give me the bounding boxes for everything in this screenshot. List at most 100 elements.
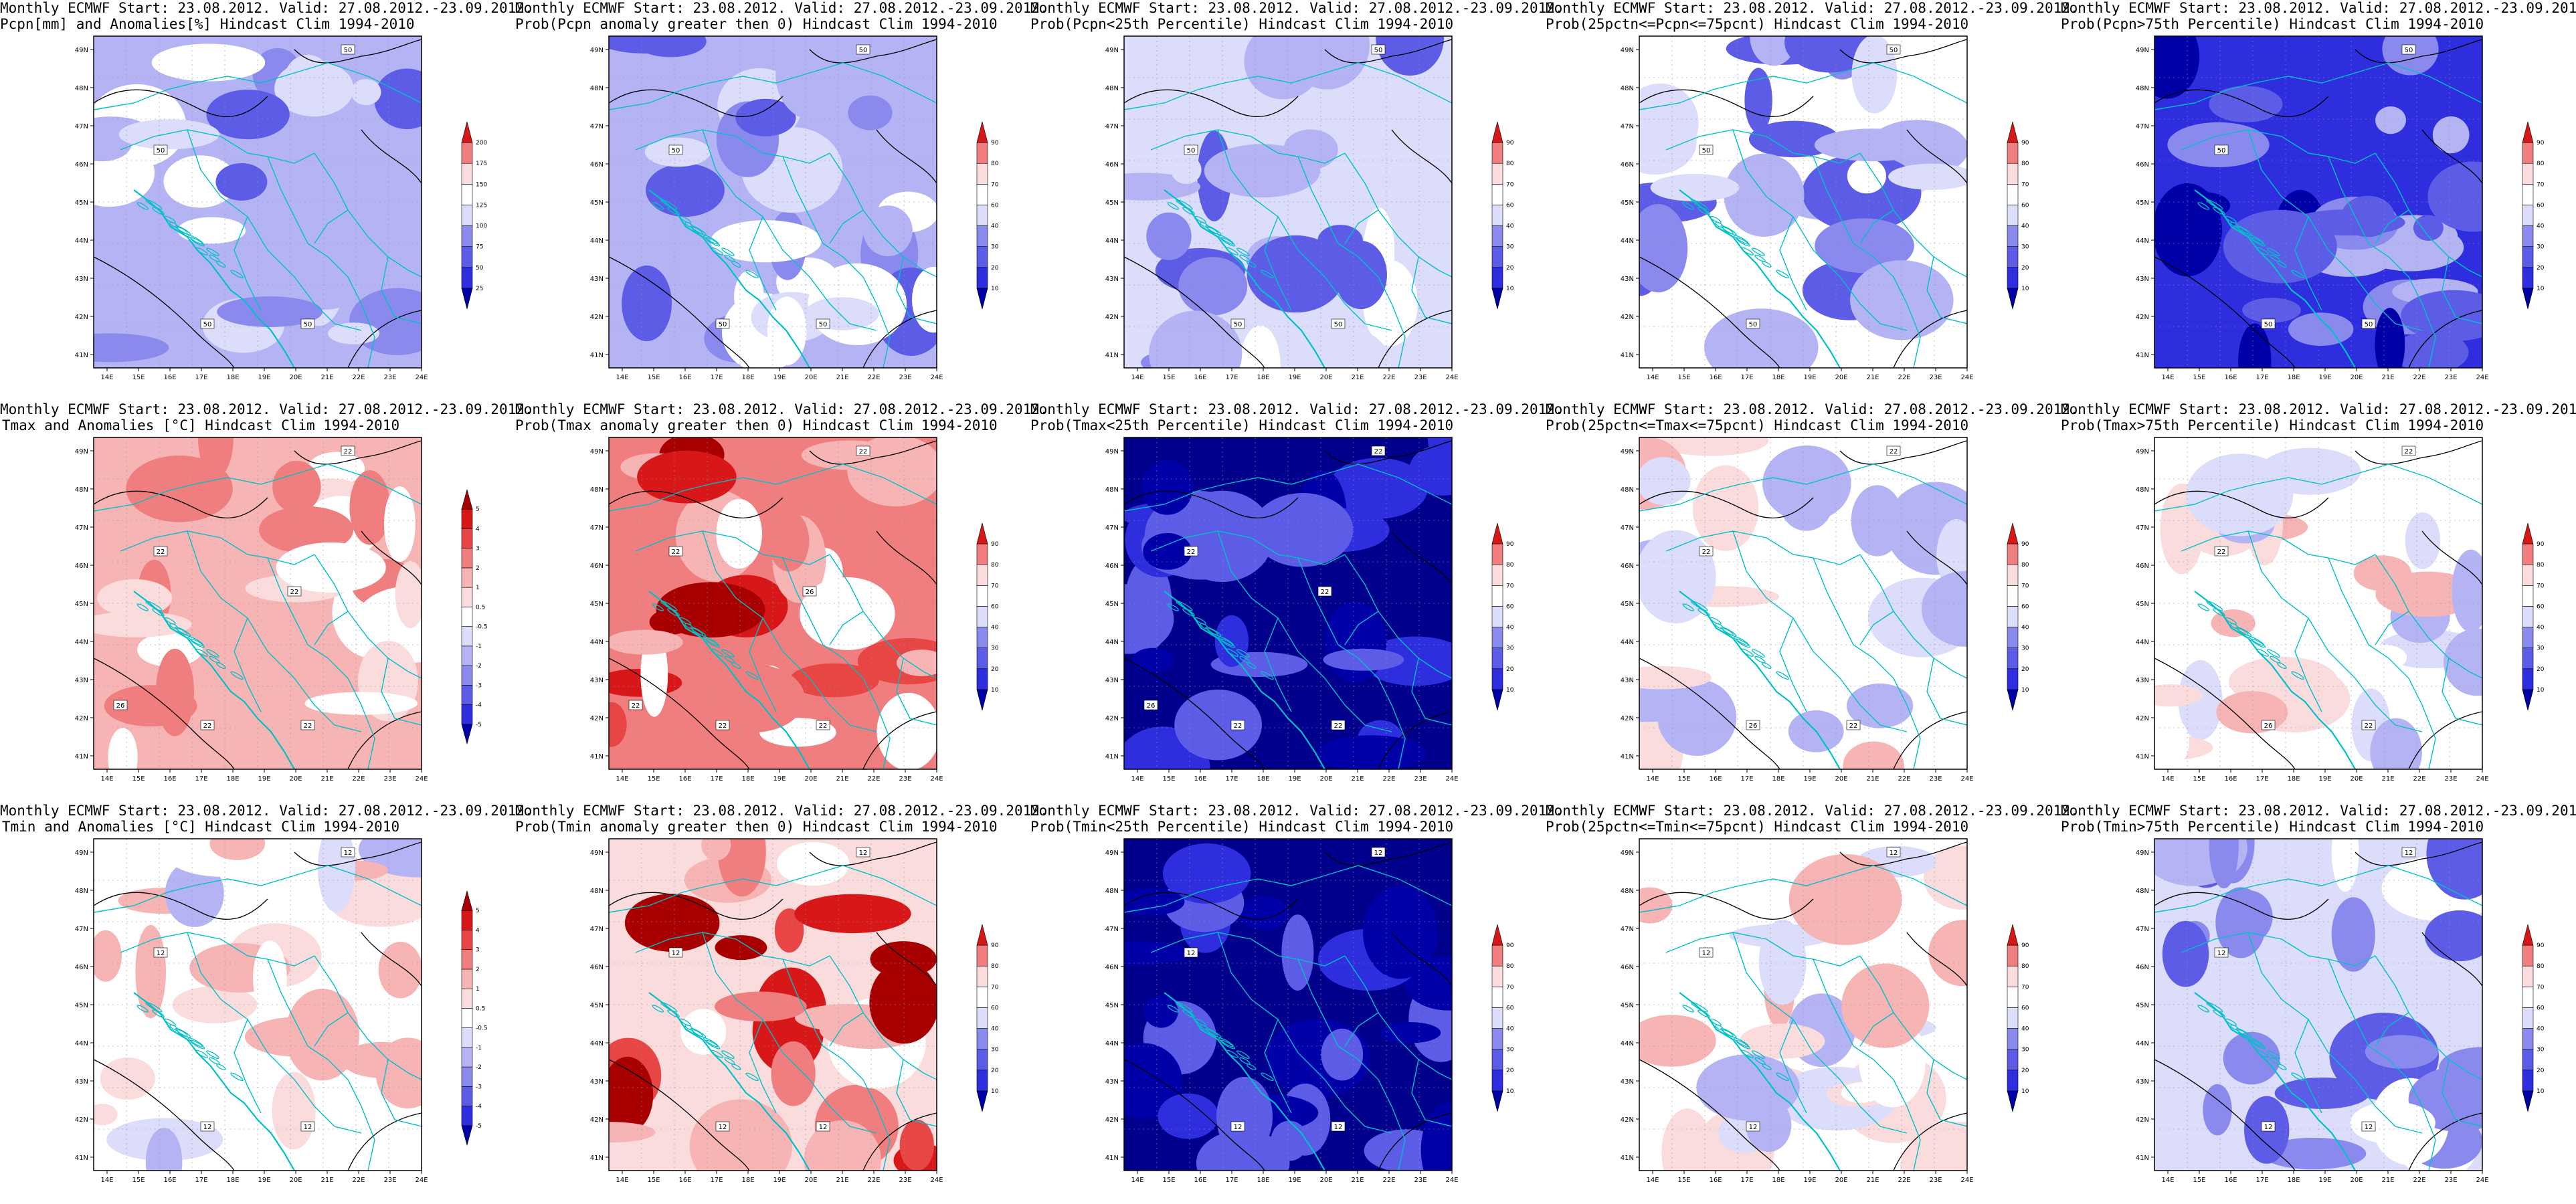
color-bar-label: 20	[2021, 1068, 2029, 1074]
color-bar-segment	[461, 1027, 473, 1048]
island	[745, 1072, 759, 1082]
island	[175, 626, 191, 637]
island	[164, 617, 176, 625]
contour-label: 50	[859, 47, 868, 54]
color-bar-label: 90	[2537, 541, 2545, 548]
lon-label: 19E	[1803, 1177, 1816, 1184]
island	[1194, 1018, 1206, 1026]
lat-label: 45N	[75, 1002, 88, 1009]
contour-label: 26	[1147, 702, 1156, 710]
shaded-region	[689, 1099, 793, 1171]
contour-label-box	[715, 720, 730, 730]
lat-label: 48N	[1105, 486, 1119, 494]
map-canvas: 22 22 22 22 26 22 41N 42N 43N 44N 45N 46N 47N 48N 49N 1…	[1105, 437, 1514, 783]
color-bar-segment	[976, 163, 988, 185]
color-bar-segment	[2007, 142, 2019, 164]
shaded-region	[2401, 290, 2482, 341]
shaded-region	[94, 930, 122, 982]
island	[652, 603, 664, 611]
color-bar-segment	[2007, 1028, 2019, 1049]
panel-title-line1: Monthly ECMWF Start: 23.08.2012. Valid: …	[515, 0, 1048, 16]
contour-line	[609, 658, 750, 769]
lon-label: 21E	[320, 1177, 333, 1184]
country-border	[609, 62, 937, 110]
lon-label: 14E	[100, 1177, 113, 1184]
contour-label: 22	[304, 722, 312, 730]
shaded-region	[2331, 897, 2375, 972]
color-bar-segment	[1491, 142, 1503, 164]
color-bar-segment	[2007, 543, 2019, 565]
country-border	[2375, 611, 2409, 645]
island	[2197, 202, 2209, 210]
shaded-region	[1149, 310, 1243, 368]
map-fill	[1124, 36, 1452, 368]
lat-label: 41N	[590, 1155, 604, 1162]
lon-label: 22E	[352, 1177, 365, 1184]
coastline	[1679, 189, 1841, 368]
contour-line	[609, 1059, 750, 1171]
lat-label: 46N	[590, 964, 604, 971]
shaded-region	[1146, 212, 1192, 260]
color-bar-segment	[461, 1106, 473, 1126]
shaded-region	[1843, 741, 1904, 769]
lon-label: 15E	[647, 374, 660, 381]
panel-title-line2: Prob(Tmax>75th Percentile) Hindcast Clim…	[2061, 417, 2484, 433]
color-bar-label: 50	[476, 265, 484, 272]
shaded-region	[1124, 888, 1185, 916]
color-bar-label: 200	[476, 140, 487, 146]
color-bar-label: 90	[1506, 541, 1514, 548]
island	[1722, 227, 1734, 235]
lon-label: 24E	[930, 374, 943, 381]
contour-line	[609, 892, 784, 920]
lon-label: 21E	[2381, 1177, 2394, 1184]
lon-label: 14E	[100, 374, 113, 381]
contour-label: 22	[672, 548, 680, 556]
contour-label: 22	[2217, 548, 2226, 556]
island	[1754, 1057, 1766, 1065]
island	[164, 215, 176, 223]
island	[1220, 1039, 1236, 1049]
contour-label-box	[2361, 318, 2376, 329]
color-bar: 10 20 30 40 60 70 80 90	[2007, 121, 2029, 310]
country-border	[234, 1019, 262, 1114]
map-panel-tmax-prob-lt25: Monthly ECMWF Start: 23.08.2012. Valid: …	[1030, 401, 1564, 803]
color-bar-segment	[976, 564, 988, 586]
country-border	[234, 617, 262, 712]
island	[1261, 270, 1274, 279]
lon-label: 16E	[678, 1177, 691, 1184]
lon-label: 16E	[163, 775, 176, 783]
color-bar-label: 10	[2021, 1088, 2029, 1095]
contour-label: 12	[2365, 1124, 2373, 1131]
contour-line	[1324, 39, 1452, 64]
contour-line	[2355, 440, 2482, 465]
map-fill	[1639, 839, 1967, 1171]
lat-label: 47N	[1105, 926, 1119, 933]
island	[2235, 626, 2252, 637]
lat-label: 42N	[1621, 1116, 1634, 1124]
island	[2251, 1039, 2266, 1049]
island	[1697, 608, 1710, 617]
island	[1720, 1027, 1737, 1038]
color-bar-label: 60	[2537, 603, 2545, 610]
color-bar-label: 20	[2021, 265, 2029, 272]
island	[1239, 656, 1251, 664]
contour-line	[2154, 658, 2296, 769]
color-bar-segment	[1491, 246, 1503, 268]
contour-label-box	[1746, 1121, 1760, 1132]
lat-label: 49N	[75, 448, 88, 456]
lon-label: 21E	[836, 775, 848, 783]
color-bar-segment	[2007, 1070, 2019, 1092]
island	[652, 202, 664, 210]
shaded-region	[1921, 571, 1967, 647]
contour-label: 12	[1187, 950, 1196, 957]
color-bar-segment	[1491, 1070, 1503, 1092]
map-fill	[2154, 36, 2482, 368]
color-bar-segment	[2522, 267, 2534, 289]
color-bar-label: 70	[2537, 583, 2545, 589]
shaded-region	[165, 860, 224, 927]
lon-label: 22E	[867, 1177, 880, 1184]
color-bar-segment	[2522, 627, 2534, 648]
color-bar-segment	[1491, 184, 1503, 205]
lon-label: 19E	[258, 374, 270, 381]
contour-line	[2154, 256, 2296, 368]
